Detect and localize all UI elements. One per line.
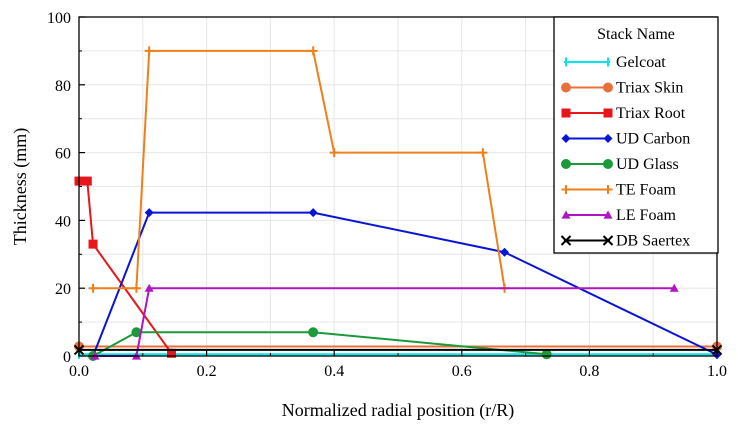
legend-marker [603, 82, 613, 93]
data-point-triax-root [167, 348, 177, 358]
legend-marker [561, 108, 571, 118]
legend-marker [561, 210, 571, 219]
y-tick-label: 20 [55, 281, 71, 298]
legend: Stack Name Gelcoat Triax Skin Triax Root UD… [553, 16, 719, 254]
data-point-le-foam [669, 283, 679, 292]
legend-marker [602, 235, 614, 246]
legend-marker [603, 108, 613, 118]
y-tick-label: 80 [55, 78, 71, 95]
legend-marker [561, 134, 571, 143]
x-tick-label: 0.6 [452, 363, 472, 380]
legend-label: UD Carbon [616, 131, 690, 148]
x-tick-label: 0.4 [324, 363, 344, 380]
legend-label: Triax Skin [616, 80, 683, 97]
data-point-te-foam [329, 148, 339, 158]
data-point-triax-root [88, 239, 98, 249]
series-line-triax-root [79, 180, 173, 354]
legend-marker [603, 134, 613, 143]
series-line-te-foam [93, 49, 506, 290]
legend-item-db-saertex: DB Saertex [560, 233, 690, 250]
data-point-te-foam [308, 46, 318, 56]
legend-marker [561, 159, 571, 169]
series-te-foam [88, 46, 510, 293]
series-line-ud-glass [92, 331, 547, 357]
legend-item-triax-root: Triax Root [561, 105, 686, 122]
data-point-ud-carbon [144, 208, 154, 218]
legend-marker [603, 159, 613, 169]
legend-marker [603, 210, 613, 219]
series-layer [73, 46, 723, 361]
legend-label: LE Foam [616, 207, 677, 224]
x-tick-label: 0.8 [579, 363, 599, 380]
legend-label: TE Foam [616, 182, 677, 199]
data-point-ud-carbon [308, 208, 318, 218]
legend-label: UD Glass [616, 156, 679, 173]
data-point-te-foam [131, 283, 141, 293]
x-tick-label: 1.0 [707, 363, 727, 380]
data-point-triax-root [82, 176, 92, 186]
legend-label: Gelcoat [616, 54, 666, 71]
data-point-ud-glass [308, 327, 319, 338]
data-point-te-foam [88, 283, 98, 293]
y-axis-label: Thickness (mm) [10, 128, 31, 245]
legend-label: Triax Root [616, 105, 686, 122]
series-triax-root [74, 176, 177, 358]
data-point-ud-glass [541, 349, 552, 360]
legend-label: DB Saertex [616, 233, 690, 250]
x-axis-label: Normalized radial position (r/R) [282, 400, 514, 421]
y-tick-label: 0 [63, 349, 71, 366]
axis-ticks: 0.0 0.2 0.4 0.6 0.8 1.0 0 20 40 60 80 100 [47, 10, 727, 380]
legend-marker [561, 185, 571, 194]
y-tick-label: 100 [47, 10, 71, 27]
data-point-le-foam [144, 283, 154, 292]
legend-item-ud-carbon: UD Carbon [561, 131, 690, 148]
legend-marker [561, 82, 571, 93]
legend-title: Stack Name [597, 26, 675, 43]
legend-marker [603, 185, 613, 194]
data-point-te-foam [144, 46, 154, 56]
x-tick-label: 0.2 [197, 363, 217, 380]
y-tick-label: 60 [55, 146, 71, 163]
data-point-ud-carbon [500, 247, 510, 257]
legend-item-le-foam: LE Foam [561, 207, 677, 224]
legend-item-ud-glass: UD Glass [561, 156, 679, 173]
x-tick-label: 0.0 [69, 363, 89, 380]
legend-item-gelcoat: Gelcoat [564, 54, 666, 71]
legend-item-te-foam: TE Foam [561, 182, 677, 199]
legend-marker [560, 235, 572, 246]
legend-box [553, 16, 719, 254]
data-point-te-foam [478, 148, 488, 158]
legend-item-triax-skin: Triax Skin [561, 80, 683, 97]
y-tick-label: 40 [55, 213, 71, 230]
